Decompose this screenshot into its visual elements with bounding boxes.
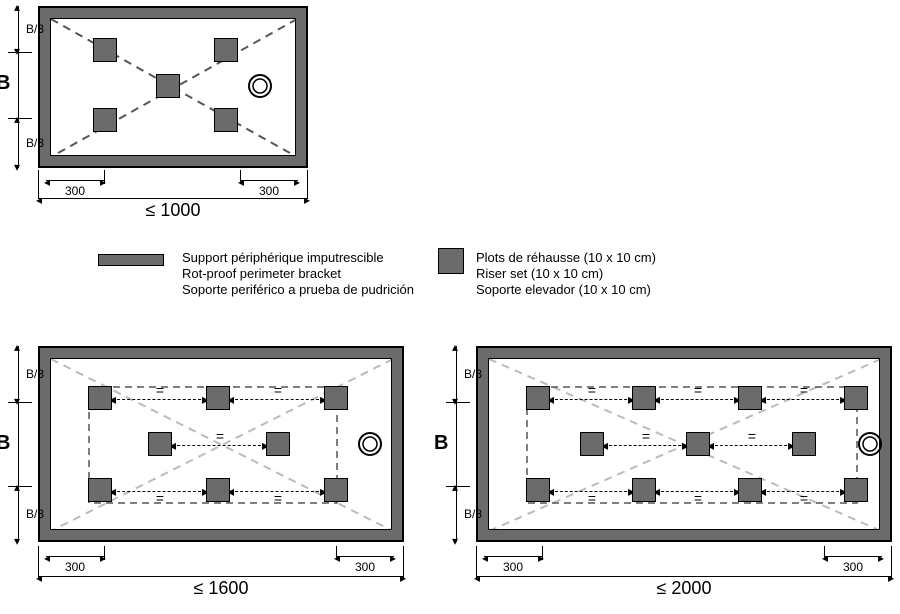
legend-bracket-fr: Support périphérique imputrescible: [182, 250, 384, 266]
riser-block: [526, 478, 550, 502]
equal-mark: =: [588, 490, 596, 506]
dimension-label: B/3: [464, 367, 482, 381]
equal-mark: =: [694, 490, 702, 506]
dimension-b-middle: [14, 52, 32, 118]
dimension-300-left: ◂▸ 300: [46, 176, 104, 194]
riser-block: [214, 38, 238, 62]
equal-mark: =: [156, 490, 164, 506]
riser-block: [792, 432, 816, 456]
dimension-width-main: ◂▸ ≤ 2000: [476, 572, 892, 590]
dimension-300-right: ◂▸ 300: [824, 552, 882, 570]
dimension-b3-top: ▴▾ B/3: [14, 6, 32, 52]
dimension-300-left: ◂▸ 300: [46, 552, 104, 570]
riser-block: [324, 386, 348, 410]
dimension-label: ≤ 1000: [146, 200, 201, 221]
drain-icon: [857, 431, 883, 457]
dimension-width-main: ◂▸ ≤ 1600: [38, 572, 404, 590]
diagram-stage: ▴▾ B/3 ▴▾ B/3 B ◂▸ 300 ◂▸ 300 ◂▸ ≤ 1000: [0, 0, 900, 614]
equal-mark: =: [694, 382, 702, 398]
legend-bracket-es: Soporte periférico a prueba de pudrición: [182, 282, 414, 298]
equal-mark: =: [274, 490, 282, 506]
dimension-label: B/3: [26, 22, 44, 36]
dimension-label: B/3: [26, 507, 44, 521]
dimension-label: B/3: [26, 136, 44, 150]
equal-mark: =: [748, 428, 756, 444]
riser-block: [93, 108, 117, 132]
dimension-b-label: B: [434, 432, 448, 455]
dimension-label: B/3: [26, 367, 44, 381]
drain-icon: [247, 73, 273, 99]
legend-bracket-en: Rot-proof perimeter bracket: [182, 266, 341, 282]
equal-mark: =: [156, 382, 164, 398]
dimension-300-right: ◂▸ 300: [336, 552, 394, 570]
riser-block: [266, 432, 290, 456]
dimension-b3-bottom: ▴▾ B/3: [452, 486, 470, 542]
dimension-b-label: B: [0, 432, 10, 455]
dimension-b3-top: ▴▾ B/3: [14, 346, 32, 402]
riser-block: [148, 432, 172, 456]
legend-bracket-swatch: [98, 254, 164, 266]
legend-riser-es: Soporte elevador (10 x 10 cm): [476, 282, 651, 298]
dimension-b-middle: [14, 402, 32, 486]
legend-riser-swatch: [438, 248, 464, 274]
riser-block: [844, 478, 868, 502]
dimension-b3-bottom: ▴▾ B/3: [14, 486, 32, 542]
legend-riser-fr: Plots de réhausse (10 x 10 cm): [476, 250, 656, 266]
dimension-300-right: ◂▸ 300: [240, 176, 298, 194]
riser-block: [93, 38, 117, 62]
equal-mark: =: [216, 428, 224, 444]
dimension-b-middle: [452, 402, 470, 486]
riser-block: [214, 108, 238, 132]
riser-block: [844, 386, 868, 410]
equal-mark: =: [800, 382, 808, 398]
riser-block: [526, 386, 550, 410]
riser-block: [686, 432, 710, 456]
riser-block: [324, 478, 348, 502]
riser-block: [88, 478, 112, 502]
equal-mark: =: [800, 490, 808, 506]
dimension-width-main: ◂▸ ≤ 1000: [38, 194, 308, 212]
legend-riser-en: Riser set (10 x 10 cm): [476, 266, 603, 282]
riser-block: [738, 478, 762, 502]
riser-block: [632, 478, 656, 502]
dimension-label: ≤ 1600: [194, 578, 249, 599]
dimension-b3-top: ▴▾ B/3: [452, 346, 470, 402]
dimension-label: B/3: [464, 507, 482, 521]
riser-block: [206, 478, 230, 502]
riser-block: [156, 74, 180, 98]
dimension-300-left: ◂▸ 300: [484, 552, 542, 570]
riser-block: [206, 386, 230, 410]
riser-block: [738, 386, 762, 410]
legend: Support périphérique imputrescible Rot-p…: [98, 250, 818, 310]
riser-block: [88, 386, 112, 410]
equal-mark: =: [588, 382, 596, 398]
equal-mark: =: [642, 428, 650, 444]
equal-mark: =: [274, 382, 282, 398]
drain-icon: [357, 431, 383, 457]
dimension-b-label: B: [0, 72, 10, 95]
riser-block: [632, 386, 656, 410]
dimension-label: ≤ 2000: [657, 578, 712, 599]
riser-block: [580, 432, 604, 456]
dimension-b3-bottom: ▴▾ B/3: [14, 118, 32, 168]
